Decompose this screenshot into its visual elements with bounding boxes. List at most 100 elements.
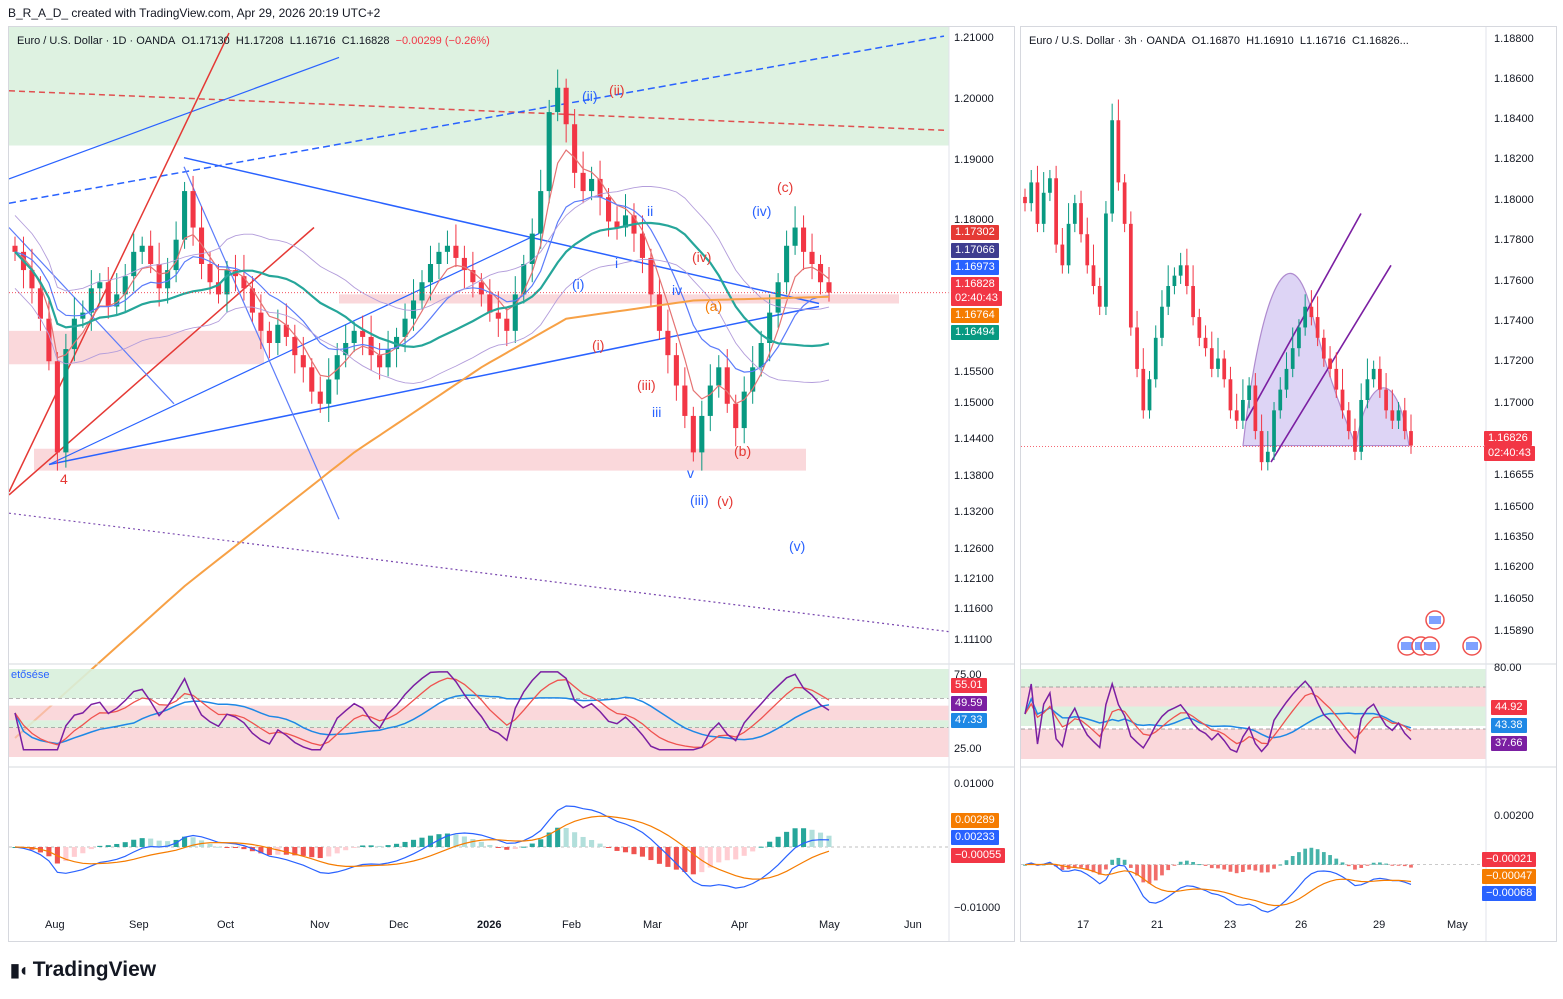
macd-histogram-bar xyxy=(1216,864,1220,869)
candle-body xyxy=(1166,286,1171,307)
candle-body xyxy=(817,264,824,283)
wave-label: v xyxy=(687,464,694,481)
ma-long-line xyxy=(14,295,830,739)
candle-body xyxy=(546,112,552,192)
candle-body xyxy=(419,282,425,301)
macd-histogram-bar xyxy=(1153,864,1158,881)
candle-body xyxy=(1054,178,1058,245)
macd-histogram-bar xyxy=(1097,864,1102,875)
macd-histogram-bar xyxy=(614,847,620,851)
price-axis-tick: 1.15890 xyxy=(1494,625,1534,637)
candle-body xyxy=(1390,410,1395,421)
price-axis-tick: 1.21000 xyxy=(954,32,994,45)
candle-body xyxy=(1272,410,1276,452)
macd-axis-tick: 0.01000 xyxy=(954,778,994,791)
x-axis-tick: 17 xyxy=(1077,919,1090,931)
candle-body xyxy=(360,330,366,337)
candle-body xyxy=(724,367,730,404)
candle-body xyxy=(300,355,306,368)
tradingview-logo[interactable]: ▮◖ TradingView xyxy=(10,958,156,982)
candle-body xyxy=(317,391,323,404)
macd-histogram-bar xyxy=(360,845,366,847)
candle-body xyxy=(351,330,357,343)
flag-icon xyxy=(1466,642,1478,650)
candle-body xyxy=(1116,120,1121,183)
macd-histogram-bar xyxy=(690,847,696,875)
trendline-blue-upper xyxy=(9,56,340,180)
macd-histogram-bar xyxy=(1072,864,1077,868)
wave-label: (v) xyxy=(717,493,734,510)
candle-body xyxy=(1209,348,1214,369)
price-axis-tick: 1.17600 xyxy=(1494,275,1534,287)
macd-histogram-bar xyxy=(453,834,459,847)
macd-histogram-bar xyxy=(470,839,476,847)
macd-axis-tick: −0.01000 xyxy=(954,901,1001,914)
candle-body xyxy=(114,294,120,307)
candle-body xyxy=(1346,410,1351,432)
candle-body xyxy=(470,270,476,283)
price-axis-tick: 1.15500 xyxy=(954,366,994,379)
candle-body xyxy=(826,282,832,293)
price-tag: 1.17302 xyxy=(951,225,999,240)
left-chart-canvas[interactable] xyxy=(9,27,1014,941)
candle-body xyxy=(1371,368,1376,380)
wave-label: (i) xyxy=(592,337,605,354)
macd-histogram-bar xyxy=(190,837,196,847)
candle-body xyxy=(512,294,518,331)
candle-body xyxy=(1141,368,1146,411)
rsi-upper-band xyxy=(1021,687,1486,707)
macd-histogram-bar xyxy=(1309,847,1314,865)
x-axis-tick: Jun xyxy=(904,919,922,931)
macd-histogram-bar xyxy=(1110,859,1115,865)
right-chart-canvas[interactable] xyxy=(1021,27,1556,941)
candle-body xyxy=(1110,120,1115,214)
candle-body xyxy=(266,330,272,343)
macd-histogram-bar xyxy=(436,834,442,847)
macd-histogram-bar xyxy=(504,847,510,850)
candle-body xyxy=(1241,399,1245,421)
candle-body xyxy=(572,124,578,173)
bb-lower-line xyxy=(14,258,830,384)
price-axis-tick: 1.17400 xyxy=(1494,315,1534,327)
macd-histogram-bar xyxy=(665,847,671,867)
macd-histogram-bar xyxy=(648,847,654,861)
left-chart-panel[interactable]: Euro / U.S. Dollar · 1D · OANDA O1.17130… xyxy=(8,26,1015,942)
wave-label: iv xyxy=(672,282,683,299)
price-tag: 1.16973 xyxy=(951,260,999,275)
candle-body xyxy=(1035,182,1040,224)
demand-zone-low xyxy=(34,448,806,471)
right-high: H1.16910 xyxy=(1246,35,1294,47)
right-chart-panel[interactable]: Euro / U.S. Dollar · 3h · OANDA O1.16870… xyxy=(1020,26,1557,942)
price-axis-tick: 1.19000 xyxy=(954,153,994,166)
macd-histogram-bar xyxy=(131,839,137,847)
wave-label: (iv) xyxy=(692,248,712,265)
rsi-line xyxy=(1024,680,1412,755)
macd-histogram-bar xyxy=(639,847,646,857)
candle-body xyxy=(622,215,629,228)
x-axis-tick: Feb xyxy=(562,919,581,931)
candle-body xyxy=(292,336,298,356)
wave-label: iii xyxy=(652,403,662,420)
candle-body xyxy=(758,343,764,368)
price-axis-tick: 1.13800 xyxy=(954,469,994,482)
candle-body xyxy=(682,385,688,416)
candle-body xyxy=(275,324,281,343)
rsi-tag: 55.01 xyxy=(951,678,987,693)
macd-histogram-bar xyxy=(232,847,239,848)
price-tag: 1.16826 xyxy=(1484,431,1532,446)
macd-histogram-bar xyxy=(326,847,332,857)
macd-histogram-bar xyxy=(148,838,154,847)
candle-body xyxy=(741,391,747,429)
macd-histogram-bar xyxy=(1203,864,1208,866)
right-symbol: Euro / U.S. Dollar · 3h · OANDA xyxy=(1029,35,1186,47)
flag-icon xyxy=(1401,642,1413,650)
price-axis-tick: 1.16050 xyxy=(1494,593,1534,605)
candle-body xyxy=(801,227,807,252)
candle-body xyxy=(1060,244,1065,266)
macd-histogram-bar xyxy=(351,847,357,848)
macd-histogram-bar xyxy=(368,845,374,847)
wave-label: i xyxy=(615,255,619,271)
candle-body xyxy=(487,294,493,313)
demand-zone-mid xyxy=(339,294,899,304)
candle-body xyxy=(1023,196,1027,204)
